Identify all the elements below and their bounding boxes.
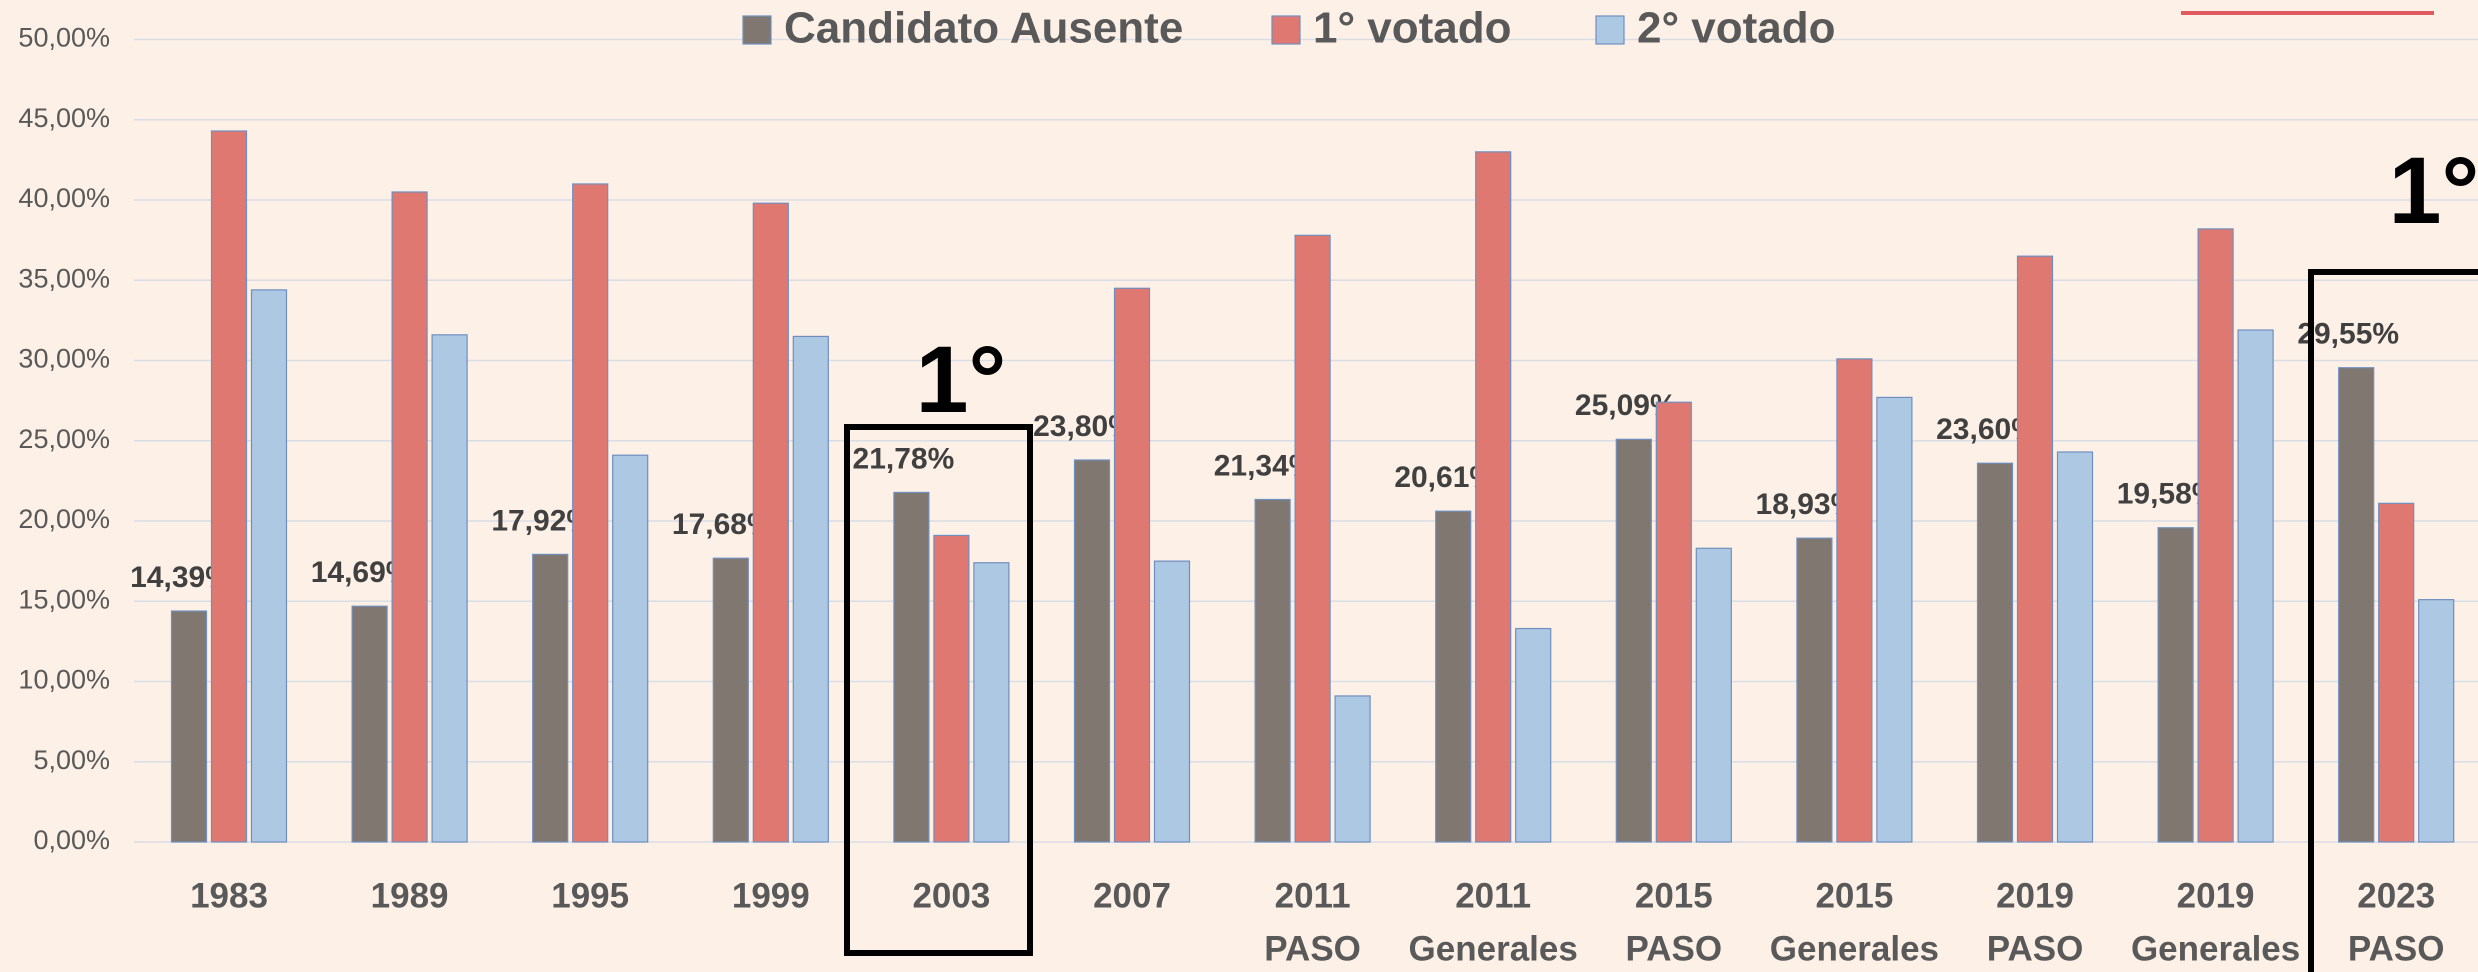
bar bbox=[712, 557, 749, 843]
x-tick-label: 1989 bbox=[371, 876, 449, 915]
y-tick-label: 25,00% bbox=[18, 424, 110, 454]
bar bbox=[210, 130, 248, 843]
bar bbox=[752, 202, 789, 843]
y-tick-label: 10,00% bbox=[18, 665, 110, 695]
x-tick-label: Generales bbox=[1770, 929, 1939, 968]
y-tick-label: 5,00% bbox=[33, 745, 110, 775]
bar bbox=[1695, 547, 1732, 843]
bar bbox=[1334, 695, 1371, 843]
x-tick-label: 1995 bbox=[551, 876, 629, 915]
legend-swatch bbox=[742, 15, 772, 45]
x-tick-label: PASO bbox=[2348, 929, 2445, 968]
bar bbox=[2418, 599, 2455, 843]
bar bbox=[170, 610, 208, 843]
x-tick-label: 2011 bbox=[1275, 876, 1351, 915]
bar bbox=[1876, 396, 1913, 843]
highlight-box bbox=[2308, 269, 2478, 972]
bar bbox=[431, 334, 468, 843]
legend-label: 2° votado bbox=[1637, 4, 1836, 53]
x-tick-label: Generales bbox=[1409, 929, 1578, 968]
y-tick-label: 0,00% bbox=[33, 825, 110, 855]
bar bbox=[612, 454, 649, 843]
legend-swatch bbox=[1271, 15, 1301, 45]
bar bbox=[1515, 627, 1552, 843]
y-tick-label: 45,00% bbox=[18, 103, 110, 133]
x-tick-label: 2011 bbox=[1455, 876, 1531, 915]
legend-label: 1° votado bbox=[1313, 4, 1512, 53]
bar bbox=[1836, 358, 1873, 843]
bar bbox=[351, 605, 388, 843]
x-tick-label: Generales bbox=[2131, 929, 2300, 968]
x-tick-label: 2007 bbox=[1093, 876, 1171, 915]
x-tick-label: 2015 bbox=[1815, 876, 1893, 915]
x-tick-label: 1983 bbox=[190, 876, 268, 915]
x-tick-label: PASO bbox=[1987, 929, 2084, 968]
bar bbox=[1796, 537, 1833, 843]
bar bbox=[1254, 498, 1291, 843]
bar bbox=[2338, 367, 2375, 843]
bar bbox=[1615, 438, 1652, 843]
bar bbox=[1435, 510, 1472, 843]
bar bbox=[1655, 401, 1692, 843]
data-label: 29,55% bbox=[2297, 318, 2399, 351]
bar bbox=[1294, 234, 1331, 843]
y-tick-label: 40,00% bbox=[18, 183, 110, 213]
bar bbox=[572, 183, 609, 843]
data-label: 21,78% bbox=[853, 442, 955, 475]
bar bbox=[973, 562, 1010, 843]
x-tick-label: PASO bbox=[1264, 929, 1361, 968]
plot: 0,00% 5,00% 10,00% 15,00% 20,00% 25,00% 30,00%… bbox=[18, 4, 2478, 968]
bar bbox=[792, 335, 829, 843]
highlight-box bbox=[844, 424, 1033, 956]
bar bbox=[2378, 502, 2415, 843]
y-tick-label: 30,00% bbox=[18, 344, 110, 374]
bar bbox=[532, 553, 569, 843]
y-tick-label: 20,00% bbox=[18, 504, 110, 534]
bar bbox=[391, 191, 428, 843]
bar bbox=[1475, 151, 1512, 843]
x-tick-label: 2003 bbox=[912, 876, 990, 915]
legend-label: Candidato Ausente bbox=[784, 4, 1183, 53]
x-tick-label: 2019 bbox=[1996, 876, 2074, 915]
bar bbox=[250, 289, 288, 843]
x-tick-label: 2023 bbox=[2357, 876, 2435, 915]
bar bbox=[2157, 527, 2194, 843]
bar bbox=[2197, 228, 2234, 843]
bar bbox=[2016, 255, 2054, 843]
bar bbox=[893, 491, 930, 843]
bar bbox=[933, 534, 970, 843]
y-tick-label: 50,00% bbox=[18, 23, 110, 53]
y-tick-label: 15,00% bbox=[18, 584, 110, 614]
bar bbox=[1153, 560, 1191, 843]
x-tick-label: 2019 bbox=[2177, 876, 2255, 915]
annotation: 1° bbox=[2389, 138, 2478, 244]
x-tick-label: PASO bbox=[1626, 929, 1723, 968]
annotation: 1° bbox=[916, 327, 1007, 433]
bar bbox=[1113, 287, 1151, 843]
x-tick-label: 1999 bbox=[732, 876, 810, 915]
legend-swatch bbox=[1595, 15, 1625, 45]
bar bbox=[2237, 329, 2274, 843]
bar bbox=[1073, 459, 1111, 843]
y-tick-label: 35,00% bbox=[18, 263, 110, 293]
bar bbox=[1976, 462, 2014, 843]
bar bbox=[2056, 451, 2094, 843]
x-tick-label: 2015 bbox=[1635, 876, 1713, 915]
